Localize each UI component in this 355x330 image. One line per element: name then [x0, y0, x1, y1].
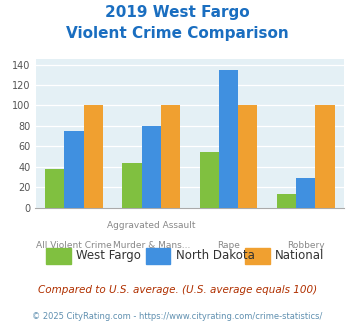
Text: North Dakota: North Dakota [176, 249, 255, 262]
Bar [65, 131, 84, 208]
Text: All Violent Crime: All Violent Crime [36, 241, 112, 250]
Bar [200, 151, 219, 208]
Bar [161, 106, 180, 208]
Text: © 2025 CityRating.com - https://www.cityrating.com/crime-statistics/: © 2025 CityRating.com - https://www.city… [32, 312, 323, 321]
Text: Compared to U.S. average. (U.S. average equals 100): Compared to U.S. average. (U.S. average … [38, 285, 317, 295]
Bar [219, 70, 238, 208]
Bar [142, 126, 161, 208]
Text: 2019 West Fargo: 2019 West Fargo [105, 5, 250, 20]
Bar [296, 178, 315, 208]
Text: Rape: Rape [217, 241, 240, 250]
Bar [84, 106, 103, 208]
Bar [277, 194, 296, 208]
Bar [122, 163, 142, 208]
Text: Robbery: Robbery [287, 241, 324, 250]
Text: West Fargo: West Fargo [76, 249, 141, 262]
Bar [315, 106, 335, 208]
Text: National: National [275, 249, 324, 262]
Text: Violent Crime Comparison: Violent Crime Comparison [66, 26, 289, 41]
Text: Aggravated Assault: Aggravated Assault [107, 221, 196, 230]
Text: Murder & Mans...: Murder & Mans... [113, 241, 190, 250]
Bar [45, 169, 65, 208]
Bar [238, 106, 257, 208]
